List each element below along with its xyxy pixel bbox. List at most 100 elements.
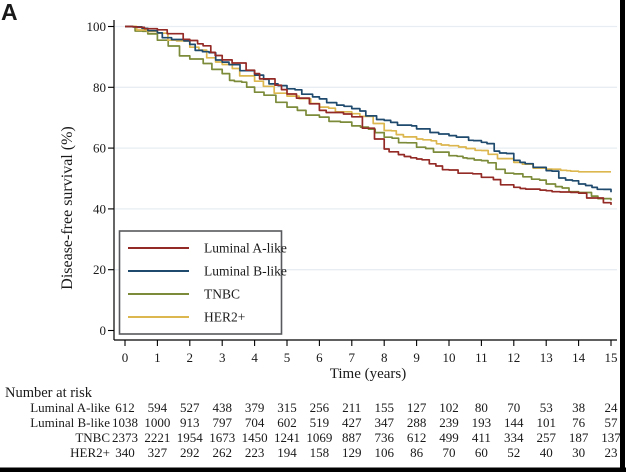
risk-count: 256 — [310, 400, 330, 415]
x-axis-title: Time (years) — [330, 366, 407, 382]
series-curve-luminal-b-like — [125, 25, 612, 193]
panel-label: A — [1, 0, 18, 25]
risk-table-title: Number at risk — [5, 385, 93, 401]
y-tick-label-0: 0 — [100, 323, 107, 338]
x-tick-label-12: 12 — [507, 350, 520, 365]
x-tick-label-7: 7 — [349, 350, 356, 365]
risk-count: 158 — [310, 445, 330, 460]
risk-count: 704 — [245, 415, 265, 430]
risk-count: 1000 — [144, 415, 170, 430]
risk-count: 736 — [374, 430, 394, 445]
x-tick-label-13: 13 — [540, 350, 553, 365]
risk-count: 239 — [439, 415, 459, 430]
y-axis-title: Disease-free survival (%) — [59, 126, 76, 289]
risk-count: 1069 — [306, 430, 332, 445]
risk-count: 2373 — [112, 430, 138, 445]
y-tick-label-20: 20 — [93, 262, 106, 277]
risk-count: 887 — [342, 430, 362, 445]
risk-count: 24 — [605, 400, 619, 415]
x-tick-label-0: 0 — [122, 350, 129, 365]
x-tick-label-9: 9 — [413, 350, 420, 365]
risk-row-label-her2-: HER2+ — [70, 445, 110, 460]
risk-count: 70 — [443, 445, 456, 460]
risk-count: 913 — [180, 415, 200, 430]
legend-label-luminal-a-like: Luminal A-like — [204, 241, 287, 256]
risk-count: 527 — [180, 400, 200, 415]
risk-count: 519 — [310, 415, 330, 430]
risk-count: 594 — [148, 400, 168, 415]
x-tick-label-2: 2 — [187, 350, 194, 365]
risk-count: 797 — [212, 415, 232, 430]
risk-count: 23 — [605, 445, 618, 460]
x-tick-label-4: 4 — [251, 350, 258, 365]
x-tick-label-5: 5 — [284, 350, 291, 365]
risk-count: 262 — [212, 445, 232, 460]
y-tick-label-80: 80 — [93, 80, 106, 95]
x-tick-label-15: 15 — [605, 350, 618, 365]
risk-count: 334 — [504, 430, 524, 445]
risk-count: 347 — [374, 415, 394, 430]
risk-count: 52 — [507, 445, 520, 460]
series-curve-her2- — [125, 25, 611, 173]
risk-row-label-luminal-a-like: Luminal A-like — [30, 400, 110, 415]
x-tick-label-14: 14 — [572, 350, 586, 365]
risk-count: 1038 — [112, 415, 138, 430]
x-tick-label-11: 11 — [475, 350, 488, 365]
risk-count: 101 — [536, 415, 556, 430]
risk-count: 223 — [245, 445, 265, 460]
risk-count: 427 — [342, 415, 362, 430]
x-tick-label-6: 6 — [316, 350, 323, 365]
x-tick-label-10: 10 — [443, 350, 456, 365]
risk-count: 187 — [569, 430, 589, 445]
risk-count: 602 — [277, 415, 297, 430]
figure-border-bottom — [0, 467, 626, 472]
risk-count: 379 — [245, 400, 265, 415]
risk-count: 1673 — [209, 430, 235, 445]
risk-count: 1450 — [242, 430, 268, 445]
y-tick-label-60: 60 — [93, 141, 106, 156]
y-tick-label-40: 40 — [93, 201, 106, 216]
risk-row-label-luminal-b-like: Luminal B-like — [30, 415, 110, 430]
legend-label-her2-: HER2+ — [204, 310, 245, 325]
risk-count: 438 — [212, 400, 232, 415]
risk-count: 612 — [115, 400, 135, 415]
risk-count: 340 — [115, 445, 135, 460]
risk-count: 194 — [277, 445, 297, 460]
risk-count: 193 — [472, 415, 492, 430]
risk-count: 1954 — [177, 430, 204, 445]
risk-count: 53 — [540, 400, 553, 415]
x-tick-label-3: 3 — [219, 350, 226, 365]
risk-count: 499 — [439, 430, 459, 445]
risk-count: 60 — [475, 445, 488, 460]
risk-count: 315 — [277, 400, 297, 415]
risk-count: 127 — [407, 400, 427, 415]
risk-row-label-tnbc: TNBC — [75, 430, 110, 445]
series-curve-tnbc — [125, 25, 612, 201]
risk-count: 288 — [407, 415, 427, 430]
risk-count: 211 — [342, 400, 361, 415]
x-tick-label-1: 1 — [154, 350, 161, 365]
risk-count: 80 — [475, 400, 488, 415]
risk-count: 1241 — [274, 430, 300, 445]
risk-count: 2221 — [144, 430, 170, 445]
figure-border-right — [620, 0, 625, 472]
risk-count: 106 — [374, 445, 394, 460]
risk-count: 70 — [507, 400, 520, 415]
x-tick-label-8: 8 — [381, 350, 388, 365]
legend-label-tnbc: TNBC — [204, 287, 240, 302]
risk-count: 57 — [605, 415, 619, 430]
risk-count: 129 — [342, 445, 362, 460]
series-curve-luminal-a-like — [125, 25, 612, 205]
risk-count: 411 — [472, 430, 491, 445]
risk-count: 144 — [504, 415, 524, 430]
risk-count: 137 — [601, 430, 621, 445]
risk-count: 30 — [572, 445, 585, 460]
risk-count: 38 — [572, 400, 585, 415]
risk-count: 102 — [439, 400, 459, 415]
risk-count: 292 — [180, 445, 200, 460]
risk-count: 86 — [410, 445, 424, 460]
risk-count: 155 — [374, 400, 394, 415]
legend-label-luminal-b-like: Luminal B-like — [204, 264, 287, 279]
